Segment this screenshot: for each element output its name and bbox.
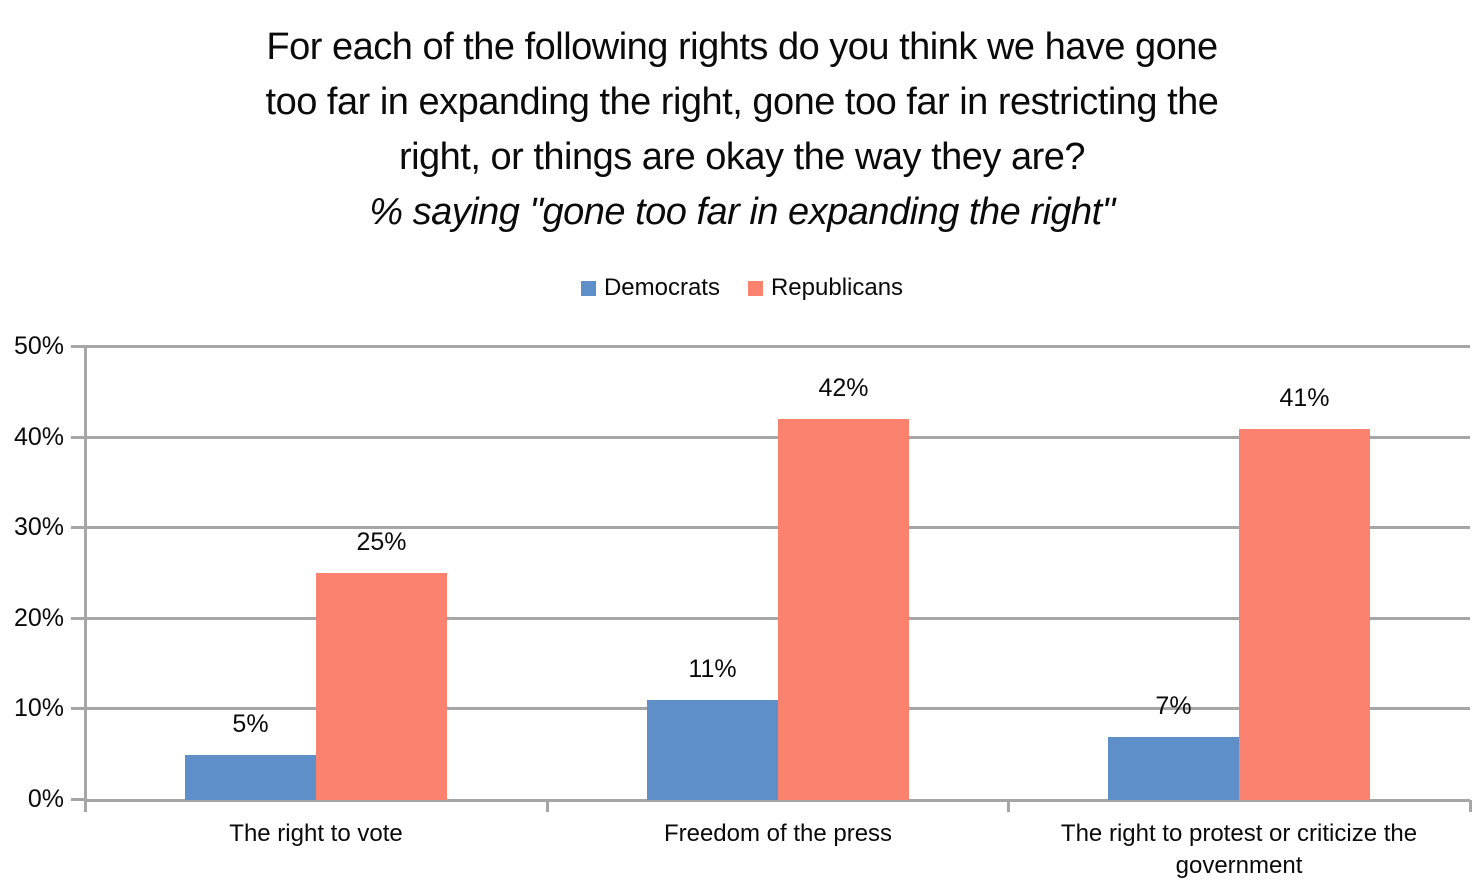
category-label-2: Freedom of the press: [663, 820, 893, 847]
legend-label-republicans: Republicans: [770, 274, 904, 301]
category-label-3: The right to protest or criticize the go…: [1060, 820, 1418, 879]
title-line-1: For each of the following rights do you …: [266, 26, 1218, 68]
legend-swatch-republicans: [747, 280, 763, 296]
gridline-20%: [85, 617, 1470, 620]
y-axis-label-50%: 50%: [13, 332, 64, 360]
category-label-1: The right to vote: [229, 820, 403, 847]
y-axis-label-10%: 10%: [13, 694, 64, 722]
legend-item-republicans: Republicans: [747, 274, 904, 302]
bar-democrats-2: [647, 700, 778, 800]
x-tick-0: [84, 800, 87, 812]
chart-subtitle: % saying "gone too far in expanding the …: [369, 191, 1115, 233]
x-tick-2: [1007, 800, 1010, 812]
bar-democrats-3: [1108, 737, 1239, 800]
y-tick-10%: [71, 707, 85, 710]
legend-label-democrats: Democrats: [603, 274, 720, 301]
legend-item-democrats: Democrats: [580, 274, 720, 302]
x-axis-line: [85, 799, 1470, 802]
bar-republicans-2: [778, 419, 909, 800]
y-tick-50%: [71, 345, 85, 348]
title-line-2: too far in expanding the right, gone too…: [265, 81, 1219, 123]
y-axis-label-40%: 40%: [13, 423, 64, 451]
y-tick-40%: [71, 436, 85, 439]
data-label-republicans-1: 25%: [356, 528, 407, 556]
legend: Democrats Republicans: [0, 274, 1484, 302]
data-label-democrats-2: 11%: [688, 655, 737, 683]
legend-swatch-democrats: [580, 280, 596, 296]
data-label-democrats-3: 7%: [1155, 692, 1192, 720]
bar-republicans-1: [316, 573, 447, 800]
x-tick-3: [1469, 800, 1472, 812]
bar-democrats-1: [185, 755, 316, 800]
chart-title: For each of the following rights do you …: [0, 20, 1484, 240]
y-tick-0%: [71, 798, 85, 801]
y-tick-20%: [71, 617, 85, 620]
data-label-republicans-2: 42%: [818, 374, 869, 402]
x-tick-1: [546, 800, 549, 812]
y-axis-label-30%: 30%: [13, 513, 64, 541]
y-axis-line: [84, 347, 87, 800]
y-tick-30%: [71, 526, 85, 529]
bar-republicans-3: [1239, 429, 1370, 800]
y-axis-label-0%: 0%: [27, 785, 64, 813]
data-label-democrats-1: 5%: [232, 710, 269, 738]
y-axis-label-20%: 20%: [13, 604, 64, 632]
gridline-30%: [85, 526, 1470, 529]
gridline-40%: [85, 436, 1470, 439]
gridline-50%: [85, 345, 1470, 348]
data-label-republicans-3: 41%: [1279, 384, 1330, 412]
title-line-3: right, or things are okay the way they a…: [398, 136, 1086, 178]
